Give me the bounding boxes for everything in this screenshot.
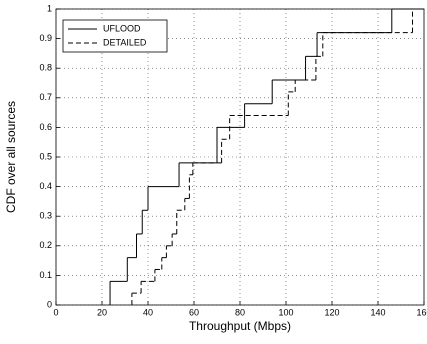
x-tick-label: 100: [278, 307, 293, 317]
x-tick-label: 80: [235, 307, 245, 317]
y-tick-label: 0.5: [39, 151, 52, 161]
y-tick-label: 0.6: [39, 122, 52, 132]
x-tick-label: 140: [370, 307, 385, 317]
y-axis-label: CDF over all sources: [4, 101, 18, 213]
y-tick-label: 1: [47, 3, 52, 13]
legend-label: UFLOOD: [103, 23, 141, 33]
y-tick-label: 0.4: [39, 181, 52, 191]
y-tick-label: 0.2: [39, 240, 52, 250]
y-tick-label: 0.7: [39, 92, 52, 102]
x-tick-label: 120: [324, 307, 339, 317]
x-tick-label: 160: [416, 307, 427, 317]
x-tick-label: 20: [97, 307, 107, 317]
y-tick-label: 0.3: [39, 211, 52, 221]
legend-label: DETAILED: [103, 37, 147, 47]
x-axis-label: Throughput (Mbps): [189, 319, 291, 333]
y-tick-label: 0.9: [39, 33, 52, 43]
legend-box: [62, 19, 168, 53]
x-tick-label: 0: [53, 307, 58, 317]
y-tick-label: 0.1: [39, 270, 52, 280]
x-tick-label: 40: [143, 307, 153, 317]
plot-frame: [55, 8, 425, 306]
y-tick-label: 0: [47, 299, 52, 309]
x-tick-label: 60: [189, 307, 199, 317]
y-tick-label: 0.8: [39, 63, 52, 73]
